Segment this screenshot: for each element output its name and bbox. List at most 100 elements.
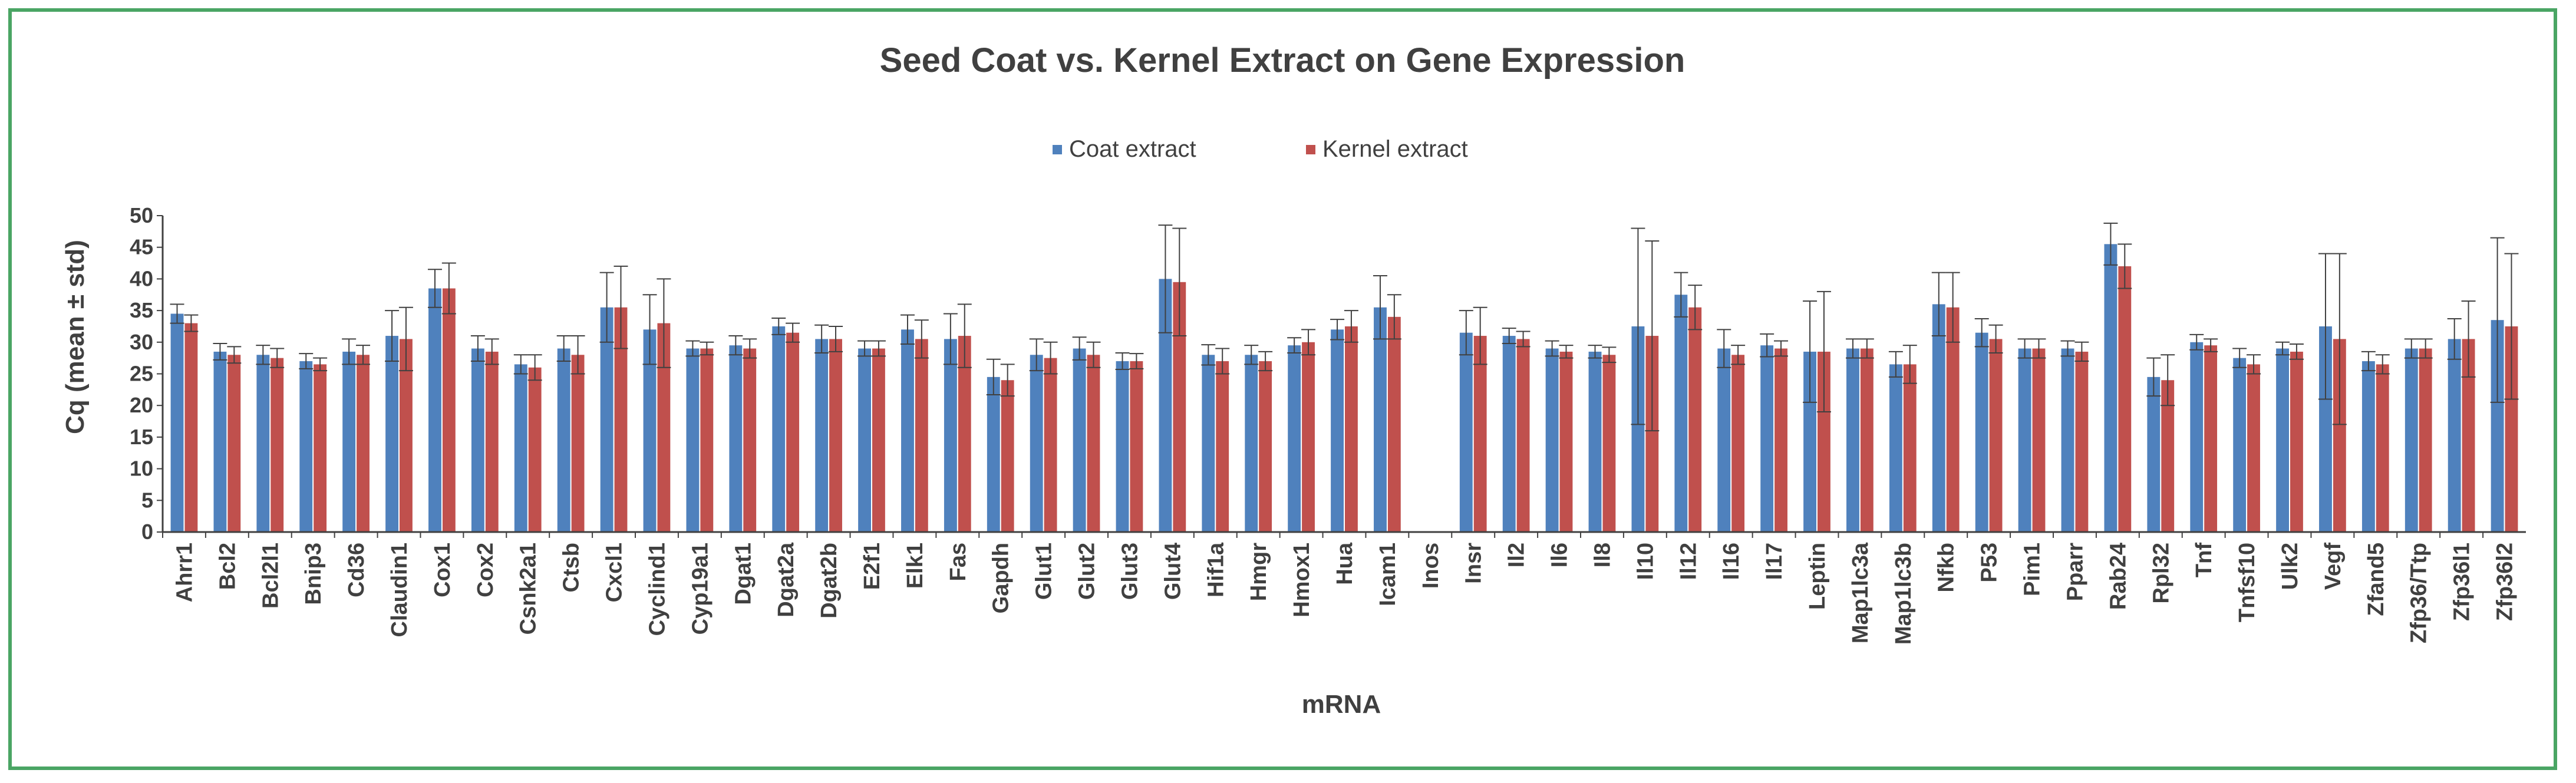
bar-kernel	[1087, 355, 1100, 532]
bar-kernel	[2462, 339, 2475, 532]
bar-coat	[1760, 345, 1774, 532]
x-tick-label: Nfkb	[1934, 543, 1959, 592]
x-tick-label: Cyclind1	[645, 543, 669, 636]
x-tick-label: Il10	[1633, 543, 1658, 580]
legend-label-kernel: Kernel extract	[1322, 136, 1468, 162]
bar-kernel	[786, 332, 800, 532]
x-tick-label: Hua	[1332, 542, 1357, 585]
x-tick-label: Il17	[1762, 543, 1787, 580]
bar-coat	[2448, 339, 2461, 532]
bar-kernel	[1989, 339, 2003, 532]
bar-kernel	[2118, 266, 2132, 532]
x-tick-label: Elk1	[903, 543, 928, 589]
x-tick-label: Csnk2a1	[516, 543, 541, 635]
y-tick-label: 45	[130, 235, 153, 259]
x-tick-label: Ulk2	[2278, 543, 2303, 590]
bar-coat	[1502, 336, 1516, 532]
bar-coat	[2276, 348, 2289, 532]
bar-coat	[256, 355, 270, 532]
x-tick-label: Zfp36l2	[2493, 543, 2518, 621]
bar-coat	[2233, 358, 2247, 532]
bar-coat	[1288, 345, 1301, 532]
x-tick-label: Bcl2l1	[258, 543, 283, 609]
bar-kernel	[958, 336, 971, 532]
x-tick-label: Pim1	[2020, 543, 2045, 596]
x-tick-label: Icam1	[1376, 543, 1400, 606]
x-tick-label: Glut2	[1075, 543, 1100, 600]
bar-kernel	[700, 348, 714, 532]
y-tick-label: 0	[141, 520, 153, 544]
x-tick-label: Rpl32	[2149, 543, 2173, 603]
bar-coat	[901, 329, 914, 532]
x-tick-label: Glut1	[1032, 543, 1057, 600]
bar-kernel	[1903, 364, 1917, 532]
y-tick-label: 25	[130, 362, 153, 386]
y-tick-label: 5	[141, 488, 153, 512]
bar-coat	[1932, 304, 1945, 532]
chart-title: Seed Coat vs. Kernel Extract on Gene Exp…	[880, 41, 1686, 80]
y-tick-label: 40	[130, 266, 153, 290]
bar-kernel	[2505, 326, 2518, 532]
x-tick-label: Fas	[946, 543, 971, 581]
bar-kernel	[2204, 345, 2218, 532]
x-tick-label: Claudin1	[387, 543, 412, 637]
x-tick-label: Glut3	[1117, 543, 1142, 600]
bar-coat	[1631, 326, 1645, 532]
x-tick-label: Zfand5	[2364, 543, 2389, 616]
bar-coat	[729, 345, 743, 532]
legend-swatch-kernel	[1306, 145, 1315, 154]
bar-coat	[1846, 348, 1859, 532]
bar-kernel	[1473, 336, 1487, 532]
bar-kernel	[743, 348, 757, 532]
x-tick-label: Rab24	[2106, 543, 2130, 610]
bar-coat	[1245, 355, 1258, 532]
bar-kernel	[1130, 361, 1143, 532]
bar-kernel	[571, 355, 585, 532]
bar-kernel	[915, 339, 928, 532]
bar-coat	[1331, 329, 1344, 532]
x-tick-label: Dgat2b	[817, 543, 842, 619]
bar-kernel	[1602, 355, 1616, 532]
x-tick-label: Bnip3	[301, 543, 326, 605]
bar-coat	[2491, 320, 2504, 532]
bar-kernel	[1946, 307, 1960, 532]
bar-coat	[1202, 355, 1215, 532]
bar-kernel	[357, 355, 370, 532]
x-tick-label: Il12	[1676, 543, 1701, 580]
bar-coat	[1374, 307, 1387, 532]
x-tick-label: Zfp36l1	[2450, 543, 2475, 621]
bar-kernel	[1173, 282, 1186, 532]
x-tick-label: Map1lc3a	[1848, 542, 1873, 643]
bar-kernel	[1645, 336, 1659, 532]
bar-kernel	[1559, 351, 1573, 532]
bar-kernel	[400, 339, 413, 532]
bar-coat	[514, 364, 527, 532]
bar-kernel	[1731, 355, 1745, 532]
bar-coat	[2061, 348, 2074, 532]
bar-kernel	[2247, 364, 2260, 532]
bar-kernel	[2419, 348, 2432, 532]
x-tick-label: Vegf	[2321, 543, 2346, 590]
bar-kernel	[1818, 351, 1830, 532]
bar-coat	[213, 351, 227, 532]
x-tick-label: Dgat2a	[774, 542, 799, 617]
x-tick-label: Hif1a	[1203, 542, 1228, 597]
x-tick-label: Cd36	[344, 543, 369, 597]
y-axis: 0 5 10 15 20 25 30 35 40 45 50	[130, 203, 164, 544]
bar-coat	[1803, 351, 1816, 532]
bar-coat	[170, 313, 184, 532]
bar-kernel	[1302, 342, 1315, 532]
bar-coat	[1889, 364, 1902, 532]
chart-frame: Seed Coat vs. Kernel Extract on Gene Exp…	[8, 8, 2557, 770]
bar-coat	[557, 348, 570, 532]
bar-kernel	[2333, 339, 2346, 532]
x-tick-label: Bcl2	[215, 543, 240, 590]
x-tick-label: Il6	[1548, 543, 1572, 567]
x-tick-label: Zfp36/Ttp	[2407, 543, 2432, 643]
bar-kernel	[1516, 339, 1530, 532]
chart-svg: Seed Coat vs. Kernel Extract on Gene Exp…	[61, 41, 2526, 719]
bar-coat	[1674, 295, 1688, 532]
bar-kernel	[1688, 307, 1702, 532]
legend: Coat extract Kernel extract	[1053, 136, 1468, 162]
bar-coat	[1588, 351, 1602, 532]
